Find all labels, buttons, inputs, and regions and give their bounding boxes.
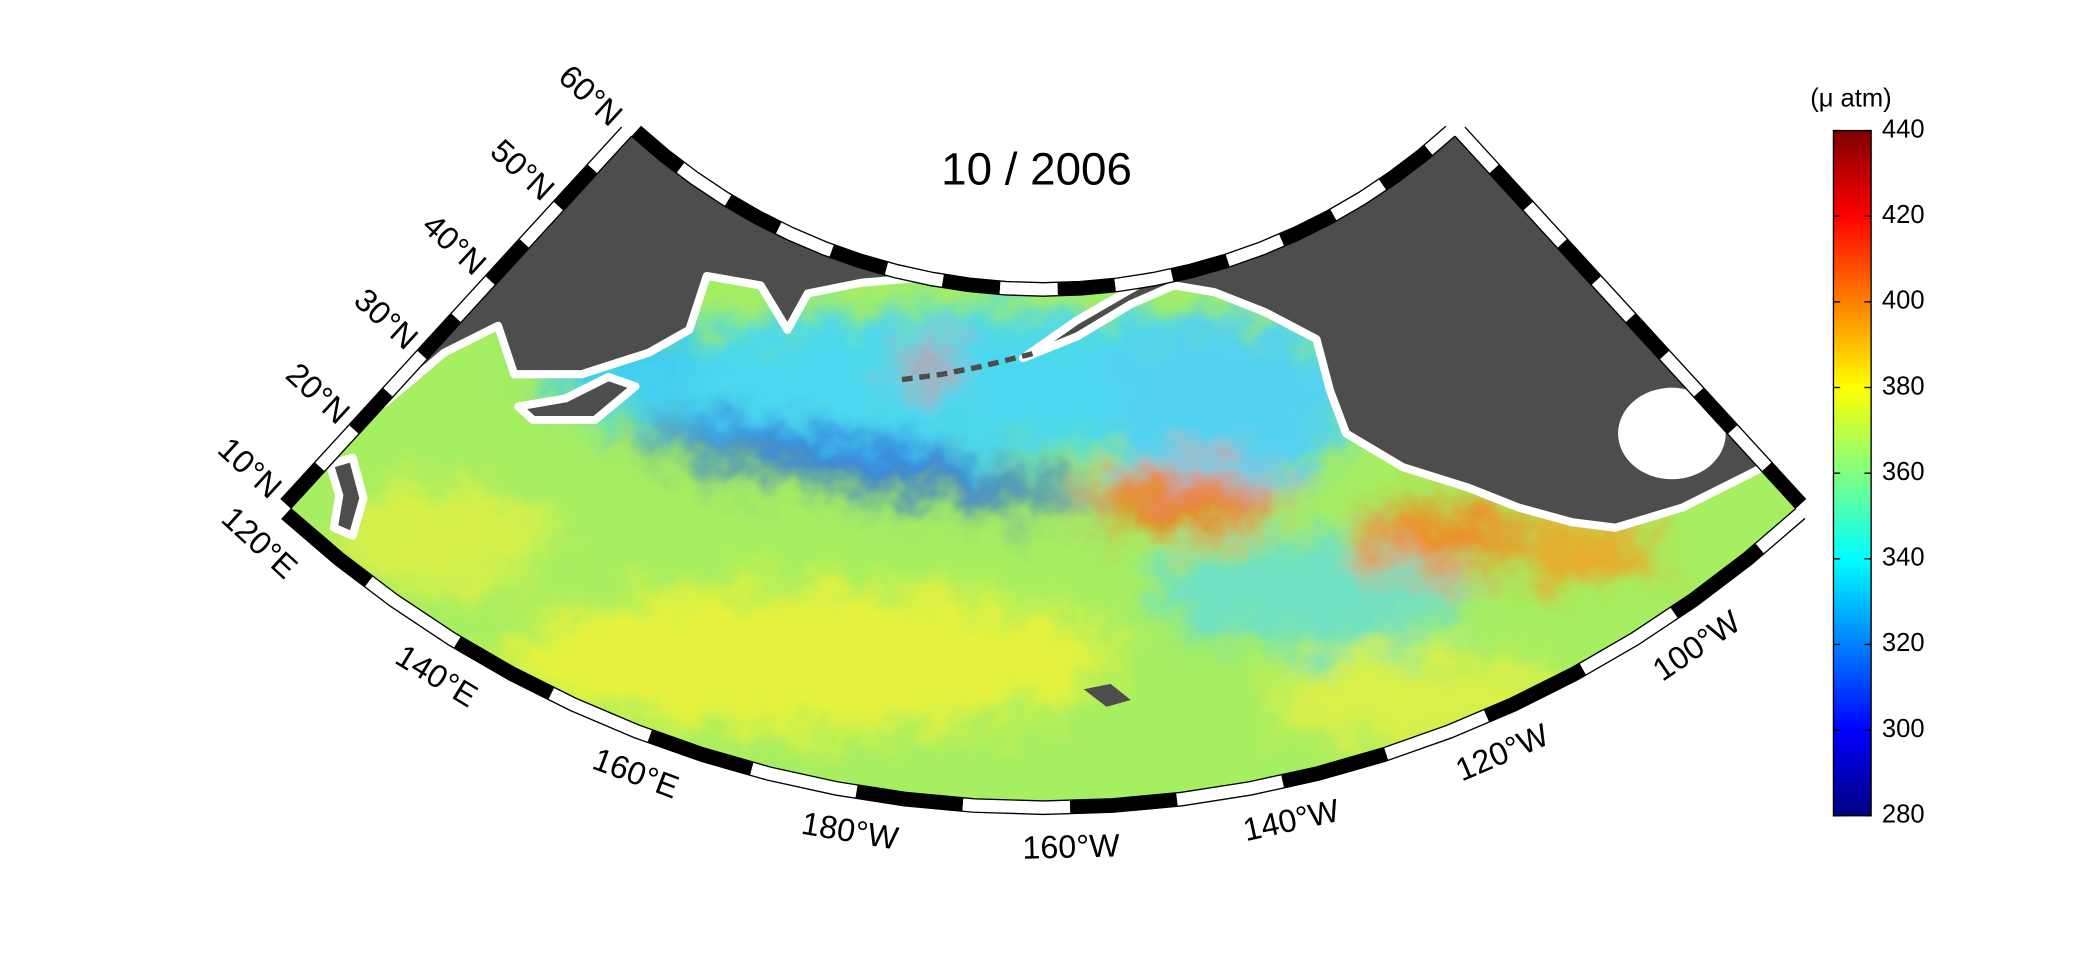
field-patch — [1103, 309, 1347, 499]
field-patch — [336, 484, 552, 593]
frame-segment — [1330, 179, 1387, 221]
map-area — [290, 136, 1796, 801]
frame-segment — [676, 162, 732, 207]
frame-segment — [453, 636, 555, 700]
frame-segment — [1591, 276, 1636, 323]
frame-segment — [314, 424, 359, 472]
frame-segment — [553, 164, 598, 211]
frame-segment — [1170, 254, 1230, 283]
frame-segment — [1693, 387, 1738, 435]
frame-segment — [383, 350, 428, 397]
frame-segment — [1384, 710, 1490, 761]
frame-segment — [1176, 775, 1285, 807]
frame-segment — [1281, 747, 1389, 789]
gulf-of-mexico — [1618, 387, 1726, 480]
lon-label: 140°W — [1240, 792, 1343, 848]
frame-segment — [519, 201, 564, 248]
frame-segment — [749, 762, 858, 799]
frame-outline — [280, 126, 623, 500]
land-philippines — [325, 453, 368, 540]
frame-segment — [1625, 313, 1670, 360]
frame-segment — [348, 387, 393, 435]
frame-outline — [1464, 126, 1807, 500]
frame-segment — [1455, 127, 1500, 174]
frame-segment — [1378, 144, 1434, 191]
map-title: 10 / 2006 — [941, 143, 1132, 194]
frame-segment — [485, 238, 530, 286]
colorbar-tick-label: 300 — [1882, 715, 1925, 743]
frame-outline — [290, 508, 1797, 802]
map-frame — [280, 125, 1807, 816]
colorbar-tick-label: 420 — [1882, 201, 1925, 229]
frame-segment — [1579, 607, 1679, 676]
field-patch — [1144, 538, 1468, 647]
colorbar-tick-label: 280 — [1882, 801, 1925, 829]
frame-segment — [280, 462, 325, 509]
frame-segment — [1057, 278, 1116, 296]
frame-segment — [1557, 238, 1602, 286]
frame-segment — [1483, 663, 1587, 723]
frame-segment — [587, 127, 632, 174]
lon-label: 160°W — [1022, 827, 1121, 865]
land-hawaii — [1083, 683, 1131, 707]
frame-segment — [884, 262, 944, 288]
frame-segment — [941, 274, 1001, 295]
frame-segment — [1670, 543, 1765, 619]
land-japan — [514, 372, 640, 425]
field-patch — [1359, 503, 1522, 574]
field-patch — [1083, 471, 1286, 531]
field-patch — [1514, 522, 1663, 582]
frame-segment — [962, 798, 1071, 815]
frame-segment — [1489, 164, 1534, 211]
frame-segment — [631, 126, 685, 174]
frame-segment — [1225, 234, 1285, 267]
frame-outline — [281, 517, 1806, 816]
frame-segment — [829, 244, 889, 276]
pco2-field — [336, 309, 1663, 748]
frame-outline — [631, 135, 1456, 297]
lat-label: 10°N — [211, 430, 289, 505]
frame-segment — [1761, 462, 1806, 509]
lon-label: 180°W — [799, 805, 901, 857]
frame-segment — [1755, 508, 1805, 554]
lat-label: 50°N — [484, 132, 562, 207]
frame-segment — [724, 194, 782, 235]
lat-label: 30°N — [347, 281, 425, 356]
frame-segment — [1659, 350, 1704, 397]
lat-label: 60°N — [552, 58, 630, 133]
frame-segment — [1279, 209, 1337, 247]
frame-outline — [640, 125, 1447, 284]
frame-segment — [1727, 424, 1772, 472]
frame-segment — [1523, 201, 1568, 248]
frame-outline — [290, 135, 633, 509]
frame-segment — [1424, 126, 1456, 156]
colorbar-tick-label: 360 — [1882, 458, 1925, 486]
lat-label: 40°N — [416, 207, 494, 282]
frame-outline — [1454, 135, 1797, 509]
colorbar-tick-label: 440 — [1882, 115, 1925, 143]
colorbar-tick-label: 320 — [1882, 629, 1925, 657]
frame-segment — [281, 508, 373, 588]
field-patch — [498, 585, 1118, 734]
frame-segment — [775, 222, 834, 258]
frame-segment — [999, 281, 1058, 297]
frame-segment — [417, 313, 462, 360]
frame-segment — [855, 785, 964, 812]
field-patch — [628, 421, 1095, 507]
frame-segment — [647, 730, 754, 776]
frame-segment — [451, 276, 496, 323]
colorbar-tick-label: 400 — [1882, 287, 1925, 315]
colorbar-tick-label: 380 — [1882, 372, 1925, 400]
aleutian-islands — [901, 350, 1038, 383]
colorbar-tick-label: 340 — [1882, 544, 1925, 572]
lat-label: 20°N — [279, 356, 357, 431]
frame-segment — [1114, 268, 1174, 292]
colorbar: (μ atm) 280 300 320 340 360 380 400 420 440 — [1810, 84, 1924, 828]
frame-segment — [364, 576, 461, 649]
frame-segment — [548, 687, 653, 743]
frame-segment — [1069, 792, 1178, 815]
colorbar-label: (μ atm) — [1810, 84, 1891, 112]
